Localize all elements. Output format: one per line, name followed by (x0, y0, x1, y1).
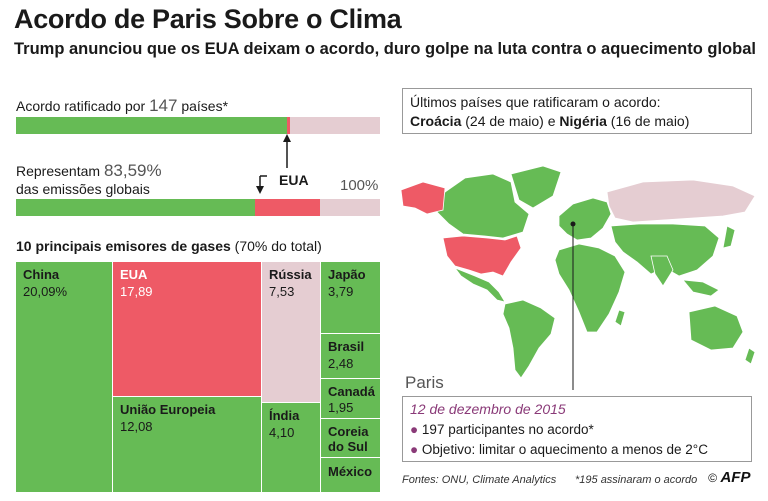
paris-bullet-1: ● 197 participantes no acordo* (410, 422, 594, 437)
treemap-name: União Europeia (120, 402, 216, 417)
treemap-name: Rússia (269, 267, 312, 282)
paris-date: 12 de dezembro de 2015 (410, 401, 566, 417)
afp-logo: © AFP (708, 469, 750, 486)
afp-logo-text: AFP (720, 469, 751, 486)
treemap-value: 1,95 (328, 400, 354, 415)
emissions-value: 83,59% (103, 161, 162, 180)
ratified-usa-mark (287, 117, 290, 134)
treemap-value: 20,09% (23, 284, 68, 299)
treemap-title-note: (70% do total) (234, 238, 322, 254)
treemap-name: China (23, 267, 60, 282)
treemap-name: EUA (120, 267, 148, 282)
usa-marker-label: EUA (279, 172, 309, 188)
recent-country-1: Croácia (410, 113, 462, 129)
treemap-name: Índia (269, 408, 300, 423)
treemap-value: 4,10 (269, 425, 295, 440)
treemap-cell-brasil: Brasil 2,48 (321, 334, 380, 378)
treemap-value: 2,48 (328, 356, 354, 371)
map-land (400, 165, 756, 379)
page-title: Acordo de Paris Sobre o Clima (14, 4, 402, 34)
recent-heading: Últimos países que ratificaram o acordo: (410, 94, 661, 110)
emissions-usa-segment (255, 199, 320, 216)
treemap-name: Japão (328, 267, 366, 282)
page-subtitle: Trump anunciou que os EUA deixam o acord… (14, 40, 756, 58)
recent-ratifications-box: Últimos países que ratificaram o acordo:… (402, 88, 752, 134)
emissions-label-line2: das emissões globais (16, 181, 150, 197)
recent-conj: e (547, 113, 556, 129)
ratified-label-suffix: países* (181, 98, 229, 114)
emissions-full-label: 100% (340, 177, 379, 194)
treemap-value: 17,89 (120, 284, 153, 299)
ratified-count: 147 (149, 96, 178, 115)
ratified-label: Acordo ratificado por 147 países* (16, 96, 228, 116)
treemap-value: 3,79 (328, 284, 354, 299)
bullet-dot: ● (410, 422, 419, 437)
world-map (400, 165, 756, 390)
treemap-cell-eua: EUA 17,89 (113, 262, 261, 396)
copyright-icon: © (708, 471, 717, 485)
footer-sources: Fontes: ONU, Climate Analytics (402, 474, 557, 486)
usa-arrows (256, 134, 291, 194)
treemap-value: 12,08 (120, 419, 153, 434)
treemap-cell-india: Índia 4,10 (262, 403, 320, 492)
treemap-cell-japan: Japão 3,79 (321, 262, 380, 333)
recent-country-2: Nigéria (559, 113, 607, 129)
footer-note: *195 assinaram o acordo (575, 474, 698, 486)
paris-bullet-2-text: Objetivo: limitar o aquecimento a menos … (421, 442, 708, 457)
treemap-value: 7,53 (269, 284, 295, 299)
ratified-label-prefix: Acordo ratificado por (16, 98, 146, 114)
paris-city: Paris (405, 373, 444, 392)
treemap-name: Coreia do Sul (328, 424, 369, 454)
bullet-dot: ● (410, 442, 419, 457)
treemap-cell-mexico: México (321, 458, 380, 492)
treemap-cell-ue: União Europeia 12,08 (113, 397, 261, 492)
recent-date-1: (24 de maio) (465, 113, 544, 129)
treemap-cell-canada: Canadá 1,95 (321, 379, 380, 418)
paris-bullet-1-text: 197 participantes no acordo* (421, 422, 594, 437)
treemap-cell-coreia: Coreia do Sul (321, 419, 380, 457)
emissions-label-prefix: Representam (16, 163, 101, 179)
treemap-cell-russia: Rússia 7,53 (262, 262, 320, 402)
recent-countries: Croácia (24 de maio) e Nigéria (16 de ma… (410, 113, 689, 129)
treemap-name: Brasil (328, 339, 365, 354)
paris-info-box: 12 de dezembro de 2015 ● 197 participant… (402, 396, 752, 462)
treemap-name: Canadá (328, 384, 375, 399)
emissions-label: Representam 83,59% das emissões globais (16, 162, 162, 198)
treemap-heading: 10 principais emisores de gases (70% do … (16, 238, 322, 254)
ratified-bar-fill (16, 117, 287, 134)
treemap-name: México (328, 464, 373, 479)
treemap-cell-china: China 20,09% (16, 262, 112, 492)
treemap-title: 10 principais emisores de gases (16, 238, 231, 254)
paris-bullet-2: ● Objetivo: limitar o aquecimento a meno… (410, 442, 708, 457)
recent-date-2: (16 de maio) (610, 113, 690, 129)
emissions-bar-fill (16, 199, 255, 216)
